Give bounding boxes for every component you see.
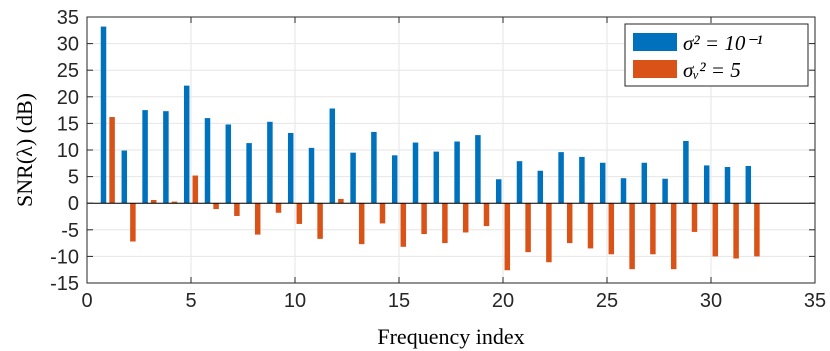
y-tick-label: 15: [57, 113, 79, 135]
bar-series-2: [546, 203, 552, 263]
bar-series-2: [254, 203, 261, 235]
x-tick-label: 15: [388, 290, 410, 312]
y-axis-label: SNR(λ) (dB): [12, 93, 37, 207]
bar-series-2: [566, 203, 573, 244]
bar-series-1: [204, 118, 211, 204]
bar-series-1: [391, 155, 398, 204]
legend-swatch-series-1: [633, 33, 677, 51]
bar-series-1: [703, 165, 710, 204]
bar-series-1: [100, 26, 107, 204]
bar-series-1: [599, 162, 606, 204]
bar-series-2: [338, 198, 344, 204]
x-tick-labels: 0 5 10 15 20 25 30 35: [81, 17, 826, 312]
bar-series-1: [516, 161, 523, 204]
y-tick-label: 10: [57, 140, 79, 162]
legend: σ² = 10⁻¹ σᵥ² = 5: [624, 23, 809, 87]
bar-series-1: [683, 140, 689, 204]
bar-series-2: [130, 203, 136, 242]
x-tick-label: 35: [804, 290, 826, 312]
bar-series-1: [558, 152, 564, 204]
bar-series-1: [308, 147, 315, 204]
x-tick-label: 5: [185, 290, 196, 312]
x-tick-label: 25: [596, 290, 618, 312]
bar-series-2: [109, 117, 115, 204]
bar-series-1: [246, 143, 252, 204]
bar-series-2: [379, 203, 386, 224]
x-tick-label: 20: [492, 290, 514, 312]
bar-series-2: [504, 203, 511, 271]
bar-series-1: [225, 124, 232, 204]
x-axis-label: Frequency index: [377, 324, 524, 349]
bar-series-2: [483, 203, 490, 227]
bar-series-2: [213, 203, 219, 210]
bar-series-2: [525, 203, 531, 253]
bar-series-1: [121, 150, 128, 204]
bar-series-1: [579, 156, 585, 204]
bar-series-2: [462, 203, 469, 233]
bar-series-2: [296, 203, 303, 224]
bar-series-1: [641, 162, 648, 204]
y-tick-label: 25: [57, 60, 79, 82]
bar-series-2: [442, 203, 448, 244]
bar-series-2: [192, 175, 199, 204]
bar-series-2: [650, 203, 656, 255]
y-tick-label: -10: [50, 246, 79, 268]
bar-series-2: [275, 203, 282, 213]
y-tick-label: 5: [68, 167, 79, 189]
bar-series-2: [608, 203, 615, 255]
bar-series-1: [475, 135, 481, 204]
bar-series-1: [163, 111, 169, 204]
x-tick-label: 30: [700, 290, 722, 312]
bar-series-1: [287, 132, 294, 204]
bar-series-1: [745, 165, 752, 204]
bar-series-2: [150, 200, 157, 204]
legend-label-series-2: σᵥ² = 5: [683, 58, 741, 82]
bar-series-1: [620, 178, 627, 204]
y-tick-label: 35: [57, 7, 79, 29]
bar-series-2: [629, 203, 635, 270]
bar-series-2: [587, 203, 594, 249]
bar-series-1: [267, 121, 273, 204]
bar-series-2: [171, 201, 178, 204]
bar-series-1: [371, 131, 377, 204]
bar-series-1: [412, 142, 419, 204]
bar-series-1: [142, 110, 148, 204]
bar-series-2: [421, 203, 427, 235]
y-tick-label: -5: [61, 220, 79, 242]
bar-series-2: [712, 203, 719, 257]
y-tick-labels: -15 -10 -5 0 5 10 15 20 25 30 35: [50, 7, 815, 295]
bar-series-1: [350, 152, 356, 204]
y-tick-label: 20: [57, 87, 79, 109]
bar-series-2: [317, 203, 323, 239]
bar-series-2: [400, 203, 407, 247]
bar-series-1: [454, 141, 460, 204]
bar-series-2: [358, 203, 365, 245]
bar-series-2: [691, 203, 698, 232]
y-tick-label: 30: [57, 34, 79, 56]
bar-series-1: [433, 151, 440, 204]
bar-series-1: [662, 178, 668, 204]
bar-series-1: [537, 170, 544, 204]
y-tick-label: 0: [68, 193, 79, 215]
y-tick-label: -15: [50, 273, 79, 295]
bar-series-2: [733, 203, 739, 259]
bar-series-1: [724, 167, 731, 204]
x-tick-label: 0: [81, 290, 92, 312]
bar-series-1: [495, 179, 502, 204]
legend-label-series-1: σ² = 10⁻¹: [683, 31, 763, 55]
bar-series-2: [754, 203, 760, 257]
x-tick-label: 10: [284, 290, 306, 312]
bar-series-2: [670, 203, 677, 270]
bars-group: [100, 26, 760, 271]
bar-series-2: [234, 203, 240, 216]
bar-series-1: [329, 108, 336, 204]
legend-swatch-series-2: [633, 60, 677, 78]
bar-series-1: [183, 85, 190, 204]
